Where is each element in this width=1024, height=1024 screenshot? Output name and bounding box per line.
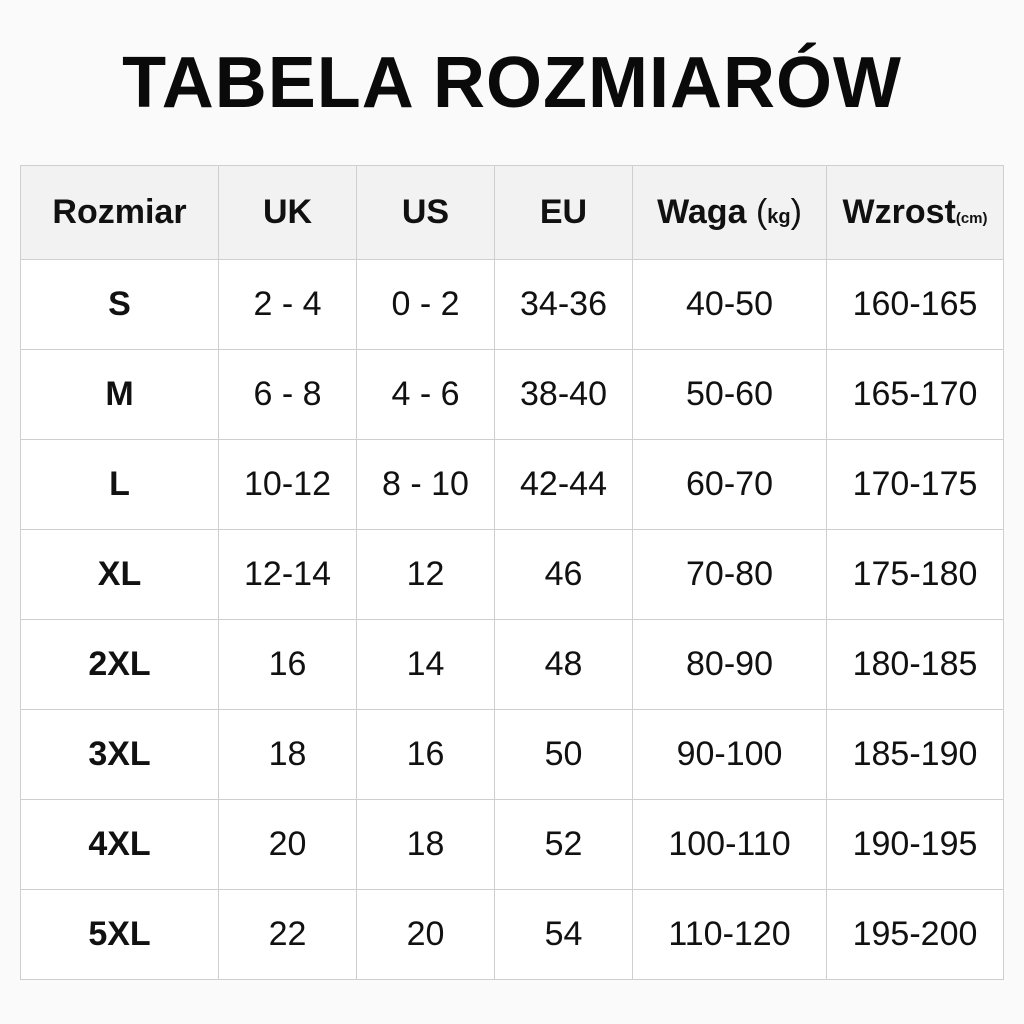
cell-weight: 80-90 (632, 619, 827, 710)
cell-us: 20 (356, 889, 495, 980)
cell-weight: 60-70 (632, 439, 827, 530)
cell-height: 175-180 (826, 529, 1004, 620)
header-weight-unit: kg (767, 206, 791, 228)
cell-eu: 46 (494, 529, 633, 620)
header-uk: UK (218, 165, 357, 260)
cell-eu: 52 (494, 799, 633, 890)
cell-us: 8 - 10 (356, 439, 495, 530)
cell-uk: 6 - 8 (218, 349, 357, 440)
cell-uk: 22 (218, 889, 357, 980)
cell-weight: 50-60 (632, 349, 827, 440)
cell-uk: 2 - 4 (218, 259, 357, 350)
table-row: 2XL 16 14 48 80-90 180-185 (20, 619, 1004, 710)
cell-weight: 90-100 (632, 709, 827, 800)
table-row: L 10-12 8 - 10 42-44 60-70 170-175 (20, 439, 1004, 530)
cell-size: M (20, 349, 219, 440)
cell-eu: 50 (494, 709, 633, 800)
cell-eu: 34-36 (494, 259, 633, 350)
cell-weight: 70-80 (632, 529, 827, 620)
header-height-label: Wzrost (842, 193, 956, 231)
cell-eu: 38-40 (494, 349, 633, 440)
cell-height: 185-190 (826, 709, 1004, 800)
cell-uk: 12-14 (218, 529, 357, 620)
table-row: 4XL 20 18 52 100-110 190-195 (20, 799, 1004, 890)
cell-weight: 110-120 (632, 889, 827, 980)
header-height: Wzrost(cm) (826, 165, 1004, 260)
table-row: 3XL 18 16 50 90-100 185-190 (20, 709, 1004, 800)
cell-eu: 48 (494, 619, 633, 710)
header-weight: Waga (kg) (632, 165, 827, 260)
cell-size: 2XL (20, 619, 219, 710)
cell-us: 18 (356, 799, 495, 890)
cell-size: 4XL (20, 799, 219, 890)
cell-uk: 20 (218, 799, 357, 890)
table-row: XL 12-14 12 46 70-80 175-180 (20, 529, 1004, 620)
header-size: Rozmiar (20, 165, 219, 260)
cell-us: 12 (356, 529, 495, 620)
cell-eu: 42-44 (494, 439, 633, 530)
cell-size: L (20, 439, 219, 530)
cell-uk: 16 (218, 619, 357, 710)
cell-size: S (20, 259, 219, 350)
header-us: US (356, 165, 495, 260)
cell-height: 195-200 (826, 889, 1004, 980)
cell-size: XL (20, 529, 219, 620)
cell-uk: 10-12 (218, 439, 357, 530)
header-height-unit: (cm) (955, 210, 988, 227)
cell-eu: 54 (494, 889, 633, 980)
cell-height: 165-170 (826, 349, 1004, 440)
cell-size: 3XL (20, 709, 219, 800)
cell-weight: 40-50 (632, 259, 827, 350)
table-header-row: Rozmiar UK US EU Waga (kg) Wzrost(cm) (20, 165, 1004, 260)
cell-uk: 18 (218, 709, 357, 800)
cell-us: 14 (356, 619, 495, 710)
header-eu: EU (494, 165, 633, 260)
header-weight-label: Waga (657, 193, 747, 231)
table-row: 5XL 22 20 54 110-120 195-200 (20, 889, 1004, 980)
page-title: TABELA ROZMIARÓW (122, 43, 902, 123)
cell-weight: 100-110 (632, 799, 827, 890)
cell-size: 5XL (20, 889, 219, 980)
cell-us: 4 - 6 (356, 349, 495, 440)
cell-height: 190-195 (826, 799, 1004, 890)
cell-height: 170-175 (826, 439, 1004, 530)
cell-height: 160-165 (826, 259, 1004, 350)
cell-us: 16 (356, 709, 495, 800)
cell-height: 180-185 (826, 619, 1004, 710)
cell-us: 0 - 2 (356, 259, 495, 350)
